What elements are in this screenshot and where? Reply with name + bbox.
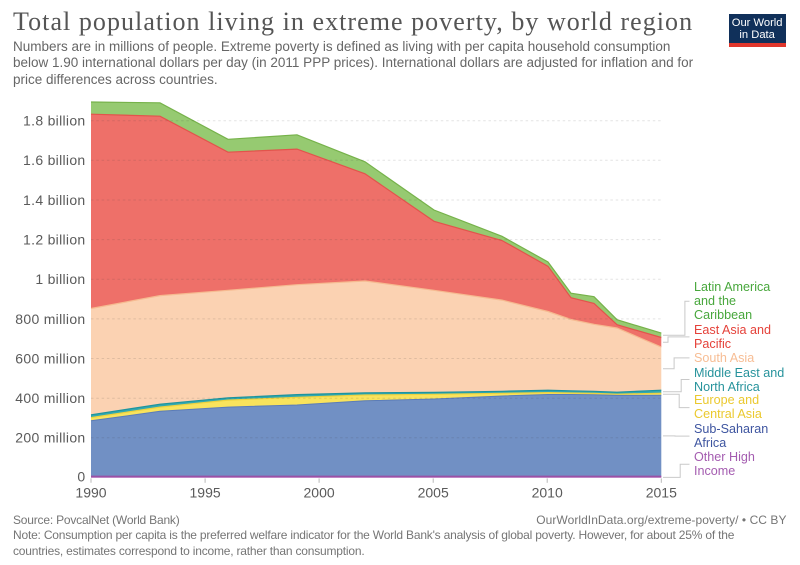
svg-text:1995: 1995	[190, 484, 221, 500]
svg-text:1.6 billion: 1.6 billion	[23, 152, 85, 168]
svg-text:1.2 billion: 1.2 billion	[23, 232, 85, 248]
svg-text:600 million: 600 million	[15, 350, 85, 366]
svg-text:1990: 1990	[75, 484, 106, 500]
svg-text:2000: 2000	[304, 484, 335, 500]
svg-text:0: 0	[77, 468, 85, 484]
svg-text:2010: 2010	[532, 484, 563, 500]
svg-text:1.8 billion: 1.8 billion	[23, 113, 85, 129]
svg-text:200 million: 200 million	[15, 430, 85, 446]
svg-text:1 billion: 1 billion	[35, 271, 85, 287]
svg-text:800 million: 800 million	[15, 311, 85, 327]
svg-text:2005: 2005	[418, 484, 449, 500]
svg-text:1.4 billion: 1.4 billion	[23, 192, 85, 208]
svg-text:400 million: 400 million	[15, 390, 85, 406]
svg-text:2015: 2015	[646, 484, 677, 500]
